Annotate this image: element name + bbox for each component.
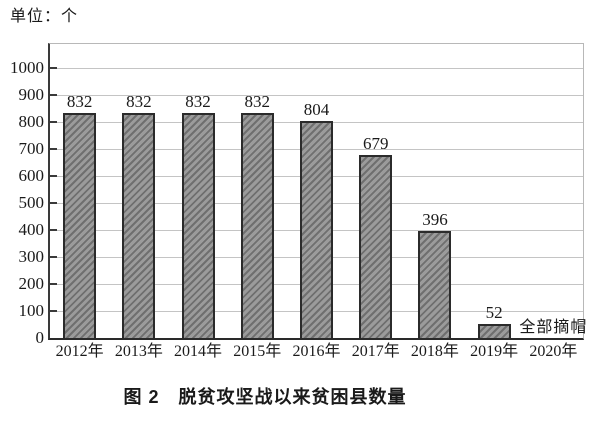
bar-value-label: 52 bbox=[485, 302, 503, 322]
y-axis-tick bbox=[50, 121, 57, 123]
figure-caption: 图 2 脱贫攻坚战以来贫困县数量 bbox=[123, 387, 407, 407]
y-tick-label: 600 bbox=[18, 166, 45, 185]
x-tick-label: 2016年 bbox=[292, 343, 341, 360]
x-tick-label: 2019年 bbox=[470, 343, 519, 360]
bar-value-label: 832 bbox=[244, 92, 271, 112]
y-tick-label: 700 bbox=[18, 139, 45, 158]
y-tick-label: 400 bbox=[18, 220, 45, 239]
x-tick-label: 2013年 bbox=[114, 343, 163, 360]
gridline bbox=[50, 94, 583, 96]
bar bbox=[418, 231, 452, 338]
bar bbox=[122, 113, 156, 338]
y-tick-label: 300 bbox=[18, 247, 45, 266]
bar bbox=[181, 113, 215, 338]
bar bbox=[477, 323, 511, 338]
y-axis-tick bbox=[50, 283, 57, 285]
x-tick-label: 2012年 bbox=[55, 343, 104, 360]
bar bbox=[240, 113, 274, 338]
y-tick-label: 500 bbox=[18, 193, 45, 212]
annotation-label: 全部摘帽 bbox=[519, 319, 588, 336]
x-tick-label: 2020年 bbox=[529, 343, 578, 360]
x-tick-label: 2018年 bbox=[410, 343, 459, 360]
y-tick-label: 0 bbox=[35, 328, 45, 347]
bar-value-label: 679 bbox=[362, 133, 389, 153]
y-tick-label: 200 bbox=[18, 274, 45, 293]
plot-area: 832 832 832 832 804 679 396 52 全部摘帽 bbox=[48, 43, 586, 340]
y-tick-label: 100 bbox=[18, 301, 45, 320]
y-axis-tick bbox=[50, 202, 57, 204]
y-tick-label: 1000 bbox=[10, 58, 44, 77]
y-tick-label: 900 bbox=[18, 85, 45, 104]
bar-value-label: 396 bbox=[422, 210, 448, 230]
y-tick-label: 800 bbox=[18, 112, 45, 131]
y-axis-tick bbox=[50, 148, 57, 150]
y-axis-tick bbox=[50, 310, 57, 312]
bar-value-label: 832 bbox=[66, 92, 93, 112]
gridline bbox=[50, 67, 583, 69]
x-tick-label: 2014年 bbox=[174, 343, 223, 360]
bar-value-label: 804 bbox=[303, 99, 330, 119]
y-axis-tick bbox=[50, 256, 57, 258]
y-axis-tick bbox=[50, 94, 57, 96]
x-tick-label: 2017年 bbox=[351, 343, 400, 360]
bar-value-label: 832 bbox=[126, 92, 152, 112]
bar-value-label: 832 bbox=[185, 92, 211, 112]
unit-label: 单位：个 bbox=[10, 8, 79, 25]
bar bbox=[300, 120, 333, 338]
bar bbox=[63, 113, 97, 338]
y-axis-tick bbox=[50, 67, 57, 69]
x-tick-label: 2015年 bbox=[233, 343, 282, 360]
y-axis-tick bbox=[50, 229, 57, 231]
y-axis-tick bbox=[50, 175, 57, 177]
bar bbox=[359, 154, 393, 338]
